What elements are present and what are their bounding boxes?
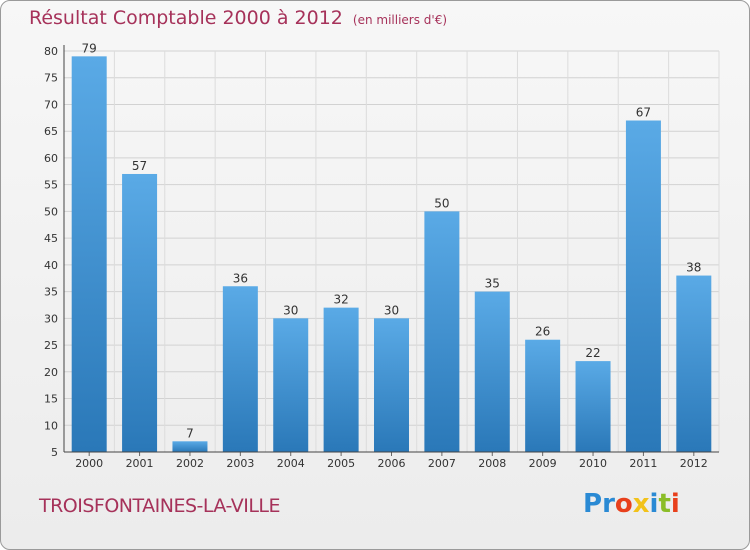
bar: [525, 339, 561, 452]
bar-value-label: 30: [384, 303, 399, 317]
y-tick-label: 10: [44, 419, 58, 432]
y-tick-label: 30: [44, 312, 58, 325]
y-tick-label: 55: [44, 179, 58, 192]
bar: [172, 441, 208, 452]
bar-value-label: 30: [283, 303, 298, 317]
x-tick-label: 2012: [680, 457, 708, 470]
y-tick-label: 75: [44, 72, 58, 85]
bar-value-label: 57: [132, 159, 147, 173]
labels: 5 10 15 20 25 30 35 40 45 50 55 60 65 70 75 80 79 2000 57 2…: [44, 41, 719, 470]
bar-value-label: 50: [434, 196, 449, 210]
bar-value-label: 36: [233, 271, 248, 285]
x-tick-label: 2011: [629, 457, 657, 470]
x-tick-label: 2008: [478, 457, 506, 470]
y-tick-label: 40: [44, 259, 58, 272]
bar: [71, 56, 107, 452]
y-tick-label: 65: [44, 125, 58, 138]
bar: [625, 120, 661, 453]
y-tick-label: 35: [44, 286, 58, 299]
bar-value-label: 26: [535, 325, 550, 339]
logo-letter: x: [632, 489, 650, 519]
bar-value-label: 67: [636, 106, 651, 120]
y-tick-label: 60: [44, 152, 58, 165]
x-tick-label: 2002: [176, 457, 204, 470]
y-tick-label: 20: [44, 366, 58, 379]
x-tick-label: 2005: [327, 457, 355, 470]
y-tick-label: 50: [44, 205, 58, 218]
bar: [273, 318, 309, 452]
bar: [424, 211, 460, 452]
bar-value-label: 79: [82, 41, 97, 55]
bar-value-label: 38: [686, 261, 701, 275]
logo-letter: i: [649, 489, 659, 519]
bar-value-label: 7: [186, 426, 194, 440]
city-name: TROISFONTAINES-LA-VILLE: [39, 495, 281, 517]
bar-value-label: 35: [485, 277, 500, 291]
x-tick-label: 2004: [277, 457, 305, 470]
x-tick-label: 2009: [529, 457, 557, 470]
y-tick-label: 5: [51, 446, 58, 459]
y-tick-label: 80: [44, 45, 58, 58]
x-tick-label: 2003: [226, 457, 254, 470]
bars: [71, 56, 712, 453]
bar: [122, 173, 158, 452]
bar-value-label: 32: [333, 293, 348, 307]
bar: [676, 275, 712, 452]
bar: [374, 318, 409, 452]
chart-subtitle: (en milliers d'€): [352, 13, 448, 27]
bar: [575, 361, 611, 452]
bar: [474, 291, 510, 452]
y-tick-label: 70: [44, 98, 58, 111]
x-tick-label: 2007: [428, 457, 456, 470]
logo-letter: r: [602, 489, 615, 519]
y-tick-label: 25: [44, 339, 58, 352]
x-tick-label: 2006: [378, 457, 406, 470]
bar: [323, 307, 359, 452]
bar: [222, 286, 258, 452]
chart-title: Résultat Comptable 2000 à 2012 (en millie…: [29, 7, 447, 29]
logo-letter: i: [670, 489, 680, 519]
logo-letter: t: [658, 489, 671, 519]
y-tick-label: 15: [44, 393, 58, 406]
y-tick-label: 45: [44, 232, 58, 245]
chart-title-text: Résultat Comptable 2000 à 2012: [29, 7, 343, 29]
bar-value-label: 22: [585, 346, 600, 360]
logo-letter: P: [583, 489, 603, 519]
proxiti-logo: Proxiti: [583, 489, 680, 519]
x-tick-label: 2001: [126, 457, 154, 470]
x-tick-label: 2000: [75, 457, 103, 470]
x-tick-label: 2010: [579, 457, 607, 470]
logo-letter: o: [614, 489, 633, 519]
